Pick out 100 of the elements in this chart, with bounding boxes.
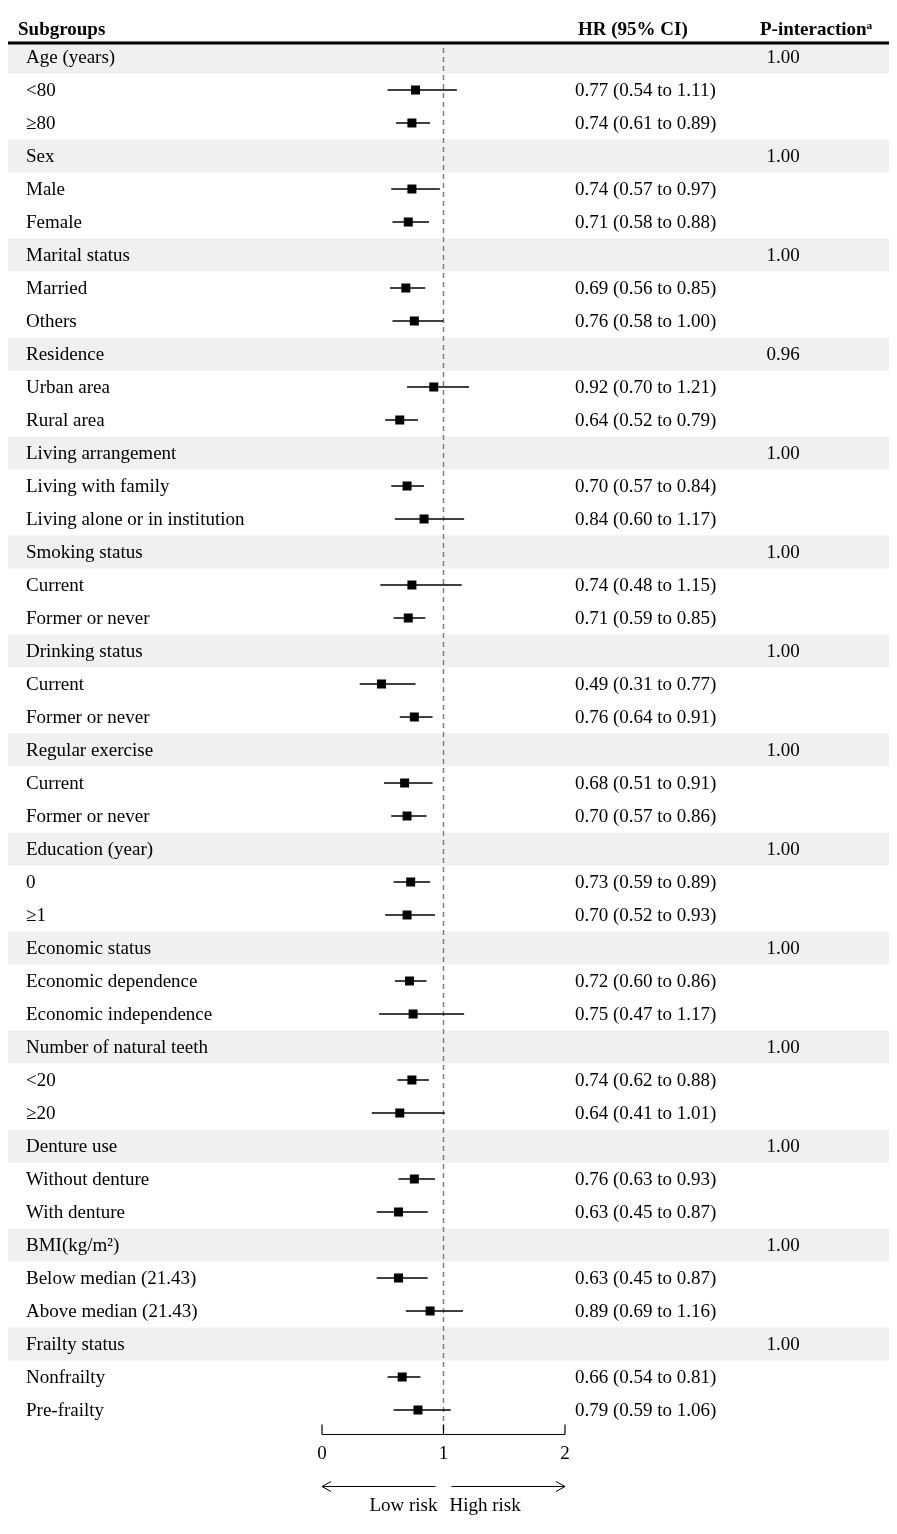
- point: [394, 1207, 404, 1217]
- point: [394, 1273, 404, 1283]
- data-label: 0.66 (0.54 to 0.81): [575, 1366, 717, 1388]
- data-label: 0.76 (0.63 to 0.93): [575, 1168, 717, 1190]
- y-tick-label: Without denture: [26, 1168, 150, 1189]
- text: 1.00: [766, 46, 800, 67]
- text: 1.00: [766, 838, 800, 859]
- point: [400, 778, 410, 788]
- y-tick-label: Others: [26, 310, 77, 331]
- data-label: 0.71 (0.59 to 0.85): [575, 607, 717, 629]
- y-tick-label: Female: [26, 211, 82, 232]
- data-label: 0.75 (0.47 to 1.17): [575, 1003, 717, 1025]
- y-tick-label: Former or never: [26, 706, 151, 727]
- text: 1.00: [766, 442, 800, 463]
- y-tick-label: Nonfrailty: [26, 1366, 106, 1387]
- y-tick-label: With denture: [26, 1201, 125, 1222]
- y-tick-label: 0: [26, 871, 36, 892]
- y-tick-label: Marital status: [26, 244, 130, 265]
- y-tick-label: <20: [26, 1069, 56, 1090]
- text: 1.00: [766, 1135, 800, 1156]
- y-tick-label: Married: [26, 277, 88, 298]
- data-label: 0.76 (0.64 to 0.91): [575, 706, 717, 728]
- point: [402, 481, 412, 491]
- y-tick-label: Below median (21.43): [26, 1267, 197, 1289]
- point: [377, 679, 387, 689]
- data-label: 0.74 (0.62 to 0.88): [575, 1069, 717, 1091]
- y-tick-label: Former or never: [26, 607, 151, 628]
- y-tick-label: Pre-frailty: [26, 1399, 105, 1420]
- point: [404, 976, 414, 986]
- point: [429, 382, 439, 392]
- text: 1.00: [766, 1234, 800, 1255]
- text: HR (95% CI): [578, 18, 688, 40]
- data-label: 0.73 (0.59 to 0.89): [575, 871, 717, 893]
- y-tick-label: Education (year): [26, 838, 154, 860]
- data-label: 0.49 (0.31 to 0.77): [575, 673, 717, 695]
- data-label: 0.68 (0.51 to 0.91): [575, 772, 717, 794]
- y-tick-label: Residence: [26, 343, 105, 364]
- data-label: 0.70 (0.57 to 0.84): [575, 475, 717, 497]
- data-label: 0.70 (0.52 to 0.93): [575, 904, 717, 926]
- point: [411, 85, 421, 95]
- point: [425, 1306, 435, 1316]
- y-axis-title: Subgroups: [18, 18, 106, 39]
- y-tick-label: Age (years): [26, 46, 116, 68]
- point: [403, 217, 413, 227]
- point: [401, 283, 411, 293]
- point: [408, 1009, 418, 1019]
- y-tick-label: Male: [26, 178, 66, 199]
- y-tick-label: Denture use: [26, 1135, 118, 1156]
- point: [409, 712, 419, 722]
- point: [413, 1405, 423, 1415]
- point: [395, 415, 405, 425]
- point: [407, 118, 417, 128]
- point: [407, 184, 417, 194]
- x-tick-label: 0: [317, 1441, 327, 1463]
- data-label: 0.74 (0.48 to 1.15): [575, 574, 717, 596]
- data-label: 0.70 (0.57 to 0.86): [575, 805, 717, 827]
- text: Low risk: [369, 1493, 438, 1515]
- y-tick-label: Frailty status: [26, 1333, 125, 1354]
- point: [397, 1372, 407, 1382]
- point: [419, 514, 429, 524]
- data-label: 0.77 (0.54 to 1.11): [575, 79, 716, 101]
- data-label: 0.76 (0.58 to 1.00): [575, 310, 717, 332]
- y-tick-label: BMI(kg/m²): [26, 1234, 120, 1256]
- y-tick-label: <80: [26, 79, 56, 100]
- y-tick-label: Living arrangement: [26, 442, 178, 463]
- point: [402, 910, 412, 920]
- y-tick-label: Economic status: [26, 937, 152, 958]
- text: 1.00: [766, 244, 800, 265]
- y-tick-label: Smoking status: [26, 541, 143, 562]
- y-tick-label: Above median (21.43): [26, 1300, 198, 1322]
- data-label: 0.84 (0.60 to 1.17): [575, 508, 717, 530]
- point: [409, 1174, 419, 1184]
- point: [407, 1075, 417, 1085]
- data-label: 0.71 (0.58 to 0.88): [575, 211, 717, 233]
- y-tick-label: Drinking status: [26, 640, 143, 661]
- data-label: 0.64 (0.52 to 0.79): [575, 409, 717, 431]
- y-tick-label: Living with family: [26, 475, 171, 496]
- text: 1.00: [766, 739, 800, 760]
- point: [409, 316, 419, 326]
- y-tick-label: ≥1: [26, 904, 46, 925]
- data-label: 0.69 (0.56 to 0.85): [575, 277, 717, 299]
- data-label: 0.74 (0.61 to 0.89): [575, 112, 717, 134]
- text: 1.00: [766, 937, 800, 958]
- y-tick-label: Current: [26, 772, 85, 793]
- y-tick-label: Sex: [26, 145, 55, 166]
- y-tick-label: Former or never: [26, 805, 151, 826]
- x-tick-label: 2: [560, 1441, 570, 1463]
- text: 1.00: [766, 640, 800, 661]
- text: 1.00: [766, 541, 800, 562]
- y-tick-label: Economic dependence: [26, 970, 198, 991]
- y-tick-label: Living alone or in institution: [26, 508, 245, 529]
- y-tick-label: ≥80: [26, 112, 56, 133]
- data-label: 0.92 (0.70 to 1.21): [575, 376, 717, 398]
- point: [395, 1108, 405, 1118]
- text: 0.96: [766, 343, 800, 364]
- data-label: 0.63 (0.45 to 0.87): [575, 1201, 717, 1223]
- y-tick-label: Urban area: [26, 376, 111, 397]
- y-tick-label: Current: [26, 574, 85, 595]
- text: 1.00: [766, 1036, 800, 1057]
- x-tick-label: 1: [438, 1441, 449, 1463]
